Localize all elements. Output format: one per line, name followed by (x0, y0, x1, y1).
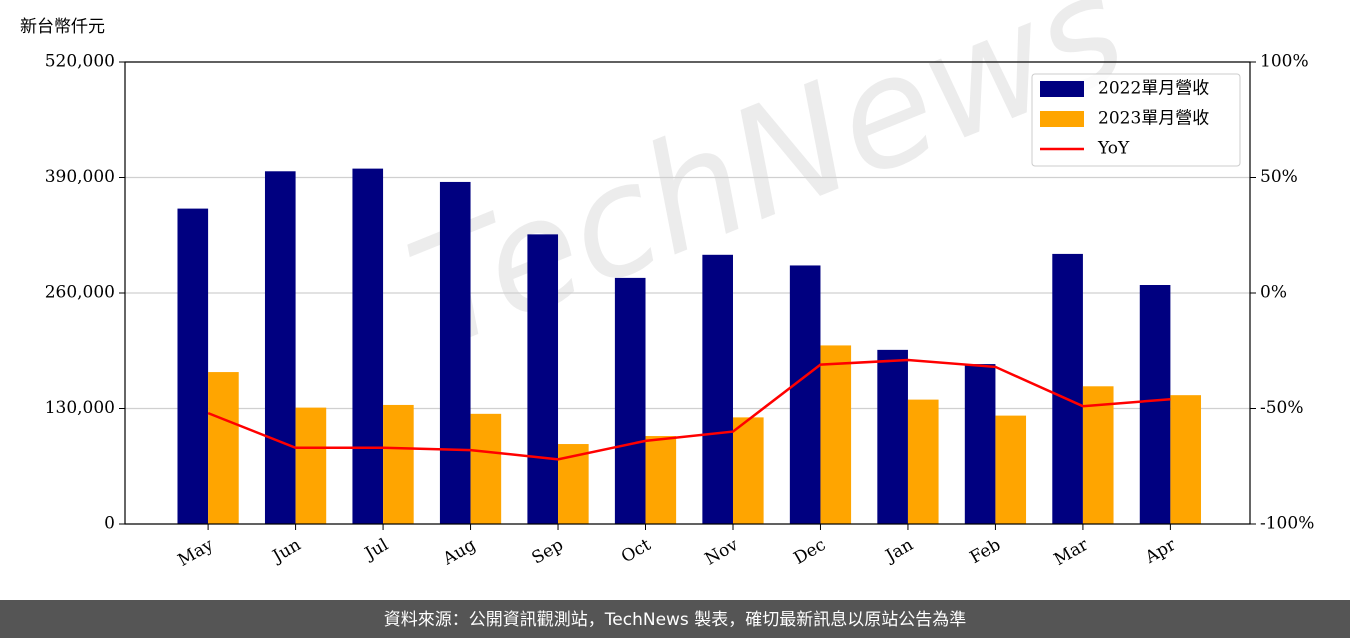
legend-swatch (1040, 81, 1084, 97)
bar (907, 399, 939, 524)
y-tick-label: 390,000 (45, 167, 115, 187)
y2-tick-label: -50% (1260, 398, 1304, 418)
x-tick-label: Dec (790, 535, 829, 569)
y-tick-label: 0 (104, 514, 115, 534)
bar (820, 345, 852, 524)
x-tick-label: Feb (967, 535, 1005, 568)
bar (352, 168, 384, 524)
bar (1170, 395, 1202, 524)
y-tick-label: 520,000 (45, 52, 115, 72)
bar (295, 407, 327, 524)
bar (177, 208, 209, 524)
x-tick-label: Mar (1051, 534, 1093, 570)
x-tick-label: Jun (268, 535, 305, 568)
watermark: TechNews (388, 0, 1147, 383)
x-tick-label: Oct (618, 535, 654, 568)
bar (614, 277, 646, 524)
x-tick-label: Apr (1141, 534, 1180, 568)
bar (470, 413, 502, 524)
x-tick-label: Aug (439, 535, 480, 570)
legend-label: 2022單月營收 (1098, 79, 1209, 99)
bar (527, 234, 559, 524)
bar (208, 372, 239, 524)
x-tick-label: Jan (881, 535, 917, 567)
bar (732, 417, 764, 524)
x-tick-label: Nov (702, 535, 742, 570)
x-tick-label: May (175, 535, 218, 571)
bar (1139, 285, 1171, 524)
y-tick-label: 260,000 (45, 283, 115, 303)
bar (439, 181, 471, 524)
bar (383, 404, 414, 524)
bar (1082, 386, 1114, 524)
y-unit-label: 新台幣仟元 (20, 17, 105, 37)
bar (702, 254, 733, 525)
bar (995, 415, 1027, 524)
bar (877, 349, 908, 524)
line (207, 358, 1171, 461)
legend-swatch (1040, 111, 1084, 127)
y2-tick-label: -100% (1260, 514, 1314, 534)
bar (789, 265, 821, 524)
footer: 資料來源：公開資訊觀測站，TechNews 製表，確切最新訊息以原站公告為準 (384, 610, 966, 630)
y2-tick-label: 50% (1260, 167, 1298, 187)
legend-label: 2023單月營收 (1098, 109, 1209, 129)
plot-frame (124, 61, 1251, 525)
legend-label: YoY (1097, 139, 1130, 159)
bar (964, 364, 996, 524)
bar (264, 171, 296, 524)
y2-tick-label: 0% (1260, 283, 1287, 303)
y-tick-label: 130,000 (45, 398, 115, 418)
x-tick-label: Sep (529, 535, 567, 569)
bar (645, 436, 677, 524)
x-tick-label: Jul (360, 535, 392, 565)
footer-bar (0, 600, 1350, 638)
bar (1052, 253, 1083, 524)
y2-tick-label: 100% (1260, 52, 1309, 72)
